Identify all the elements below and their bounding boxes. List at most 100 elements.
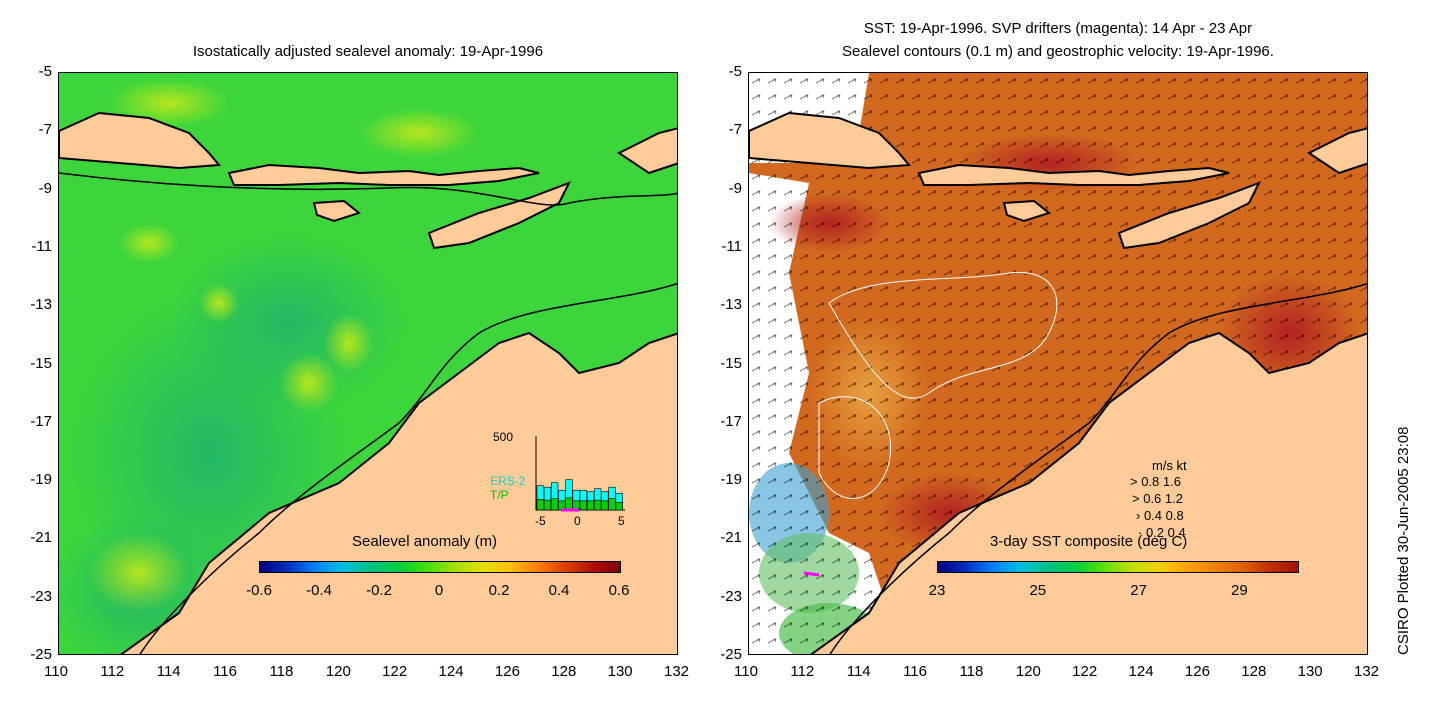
y-tick-label: -9: [728, 179, 742, 197]
colorbar-tick-label: -0.2: [366, 582, 392, 599]
velocity-legend-row: > 0.8 1.6: [1130, 474, 1181, 489]
left-map-svg: [59, 73, 677, 654]
y-tick-label: -7: [38, 121, 52, 139]
eastern-islands-right: [1307, 127, 1367, 175]
y-tick-label: -19: [720, 471, 742, 489]
x-tick-label: 128: [551, 663, 577, 680]
histogram-bar-tp: [536, 499, 544, 511]
sumba-island-right: [1002, 199, 1052, 223]
y-tick-label: -13: [720, 296, 742, 314]
altimeter-histogram: [535, 436, 625, 512]
x-tick-label: 118: [959, 663, 984, 680]
x-tick-label: 126: [494, 663, 520, 680]
right-sst-map[interactable]: [748, 72, 1368, 655]
histogram-label-ers2: ERS-2: [490, 474, 526, 488]
x-tick-label: 120: [325, 663, 351, 680]
y-tick-label: -5: [38, 63, 52, 80]
velocity-legend-header: m/s kt: [1152, 458, 1187, 473]
right-map-svg: [749, 73, 1367, 654]
y-tick-label: -25: [30, 646, 52, 663]
colorbar-tick-label: 0.2: [488, 582, 510, 599]
y-tick-label: -21: [30, 529, 52, 547]
left-map-title: Isostatically adjusted sealevel anomaly:…: [192, 43, 544, 60]
x-tick-label: 128: [1241, 663, 1267, 680]
australia-land-right: [810, 331, 1367, 654]
eastern-islands: [617, 127, 677, 175]
histogram-bar-tp: [543, 499, 552, 511]
x-tick-label: 116: [903, 663, 927, 680]
colorbar-tick-label: 23: [928, 582, 946, 599]
x-tick-label: 112: [790, 663, 815, 680]
x-tick-label: 130: [607, 663, 633, 680]
velocity-legend-row: > 0.6 1.2: [1132, 491, 1183, 506]
x-tick-label: 132: [664, 663, 690, 680]
y-tick-label: -13: [30, 296, 52, 314]
svp-drifter-track: [803, 571, 820, 577]
colorbar-tick-label: -0.4: [306, 582, 332, 599]
colorbar-tick-label: 27: [1130, 582, 1147, 599]
histogram-bar-tp: [565, 497, 573, 511]
histogram-xtick-neg5: -5: [535, 514, 546, 528]
colorbar-tick-label: 0: [434, 582, 444, 599]
x-tick-label: 110: [734, 663, 758, 680]
x-tick-label: 120: [1015, 663, 1041, 680]
sumba-island: [312, 199, 362, 223]
y-tick-label: -7: [728, 121, 742, 139]
x-tick-label: 114: [156, 663, 181, 680]
java-land: [59, 111, 222, 170]
x-tick-label: 132: [1354, 663, 1380, 680]
right-colorbar-label: 3-day SST composite (deg C): [990, 533, 1188, 550]
left-colorbar: [259, 561, 621, 573]
y-tick-label: -5: [728, 63, 742, 80]
y-tick-label: -19: [30, 471, 52, 489]
y-tick-label: -9: [38, 179, 52, 197]
histogram-bar-tp: [551, 498, 559, 511]
x-tick-label: 124: [1128, 663, 1154, 680]
y-tick-label: -17: [30, 412, 52, 430]
velocity-legend-row: › 0.4 0.8: [1136, 508, 1184, 523]
lesser-sunda-islands: [227, 163, 540, 186]
lesser-sunda-islands-right: [917, 163, 1230, 186]
velocity-legend-row: · 0.2 0.4: [1138, 525, 1186, 540]
y-tick-label: -15: [720, 354, 742, 372]
y-tick-label: -11: [31, 237, 52, 255]
histogram-bar-tp: [608, 498, 616, 511]
y-tick-label: -21: [720, 529, 742, 547]
histogram-xtick-0: 0: [574, 514, 581, 528]
histogram-bar-tp: [594, 499, 602, 511]
colorbar-tick-label: -0.6: [246, 582, 272, 599]
histogram-bar-tp: [586, 500, 595, 511]
histogram-bar-tp: [579, 500, 587, 511]
x-tick-label: 124: [438, 663, 464, 680]
x-tick-label: 122: [382, 663, 408, 680]
timor-island-right: [1117, 181, 1262, 250]
x-tick-label: 122: [1072, 663, 1098, 680]
x-tick-label: 116: [213, 663, 237, 680]
y-tick-label: -23: [30, 587, 52, 605]
histogram-label-tp: T/P: [490, 488, 509, 502]
colorbar-tick-label: 25: [1029, 582, 1047, 599]
java-land-right: [749, 111, 912, 170]
x-tick-label: 118: [269, 663, 294, 680]
y-tick-label: -15: [30, 354, 52, 372]
right-colorbar: [937, 561, 1299, 573]
histogram-bar-tp: [615, 502, 623, 511]
colorbar-tick-label: 0.4: [548, 582, 570, 599]
x-tick-label: 110: [44, 663, 68, 680]
y-tick-label: -11: [721, 237, 742, 255]
y-tick-label: -25: [720, 646, 742, 663]
right-map-title-line2: Sealevel contours (0.1 m) and geostrophi…: [842, 43, 1274, 60]
colorbar-tick-label: 29: [1231, 582, 1248, 599]
left-colorbar-label: Sealevel anomaly (m): [352, 533, 498, 550]
x-tick-label: 114: [846, 663, 871, 680]
right-map-title-line1: SST: 19-Apr-1996. SVP drifters (magenta)…: [863, 20, 1253, 37]
y-tick-label: -17: [720, 412, 742, 430]
australia-land: [120, 331, 677, 654]
histogram-bar-tp: [601, 500, 609, 511]
histogram-svg: [535, 436, 625, 512]
left-sealevel-map[interactable]: [58, 72, 678, 655]
x-tick-label: 112: [100, 663, 125, 680]
timor-island: [427, 181, 572, 250]
x-tick-label: 130: [1297, 663, 1323, 680]
credit-label: CSIRO Plotted 30-Jun-2005 23:08: [1395, 426, 1412, 655]
